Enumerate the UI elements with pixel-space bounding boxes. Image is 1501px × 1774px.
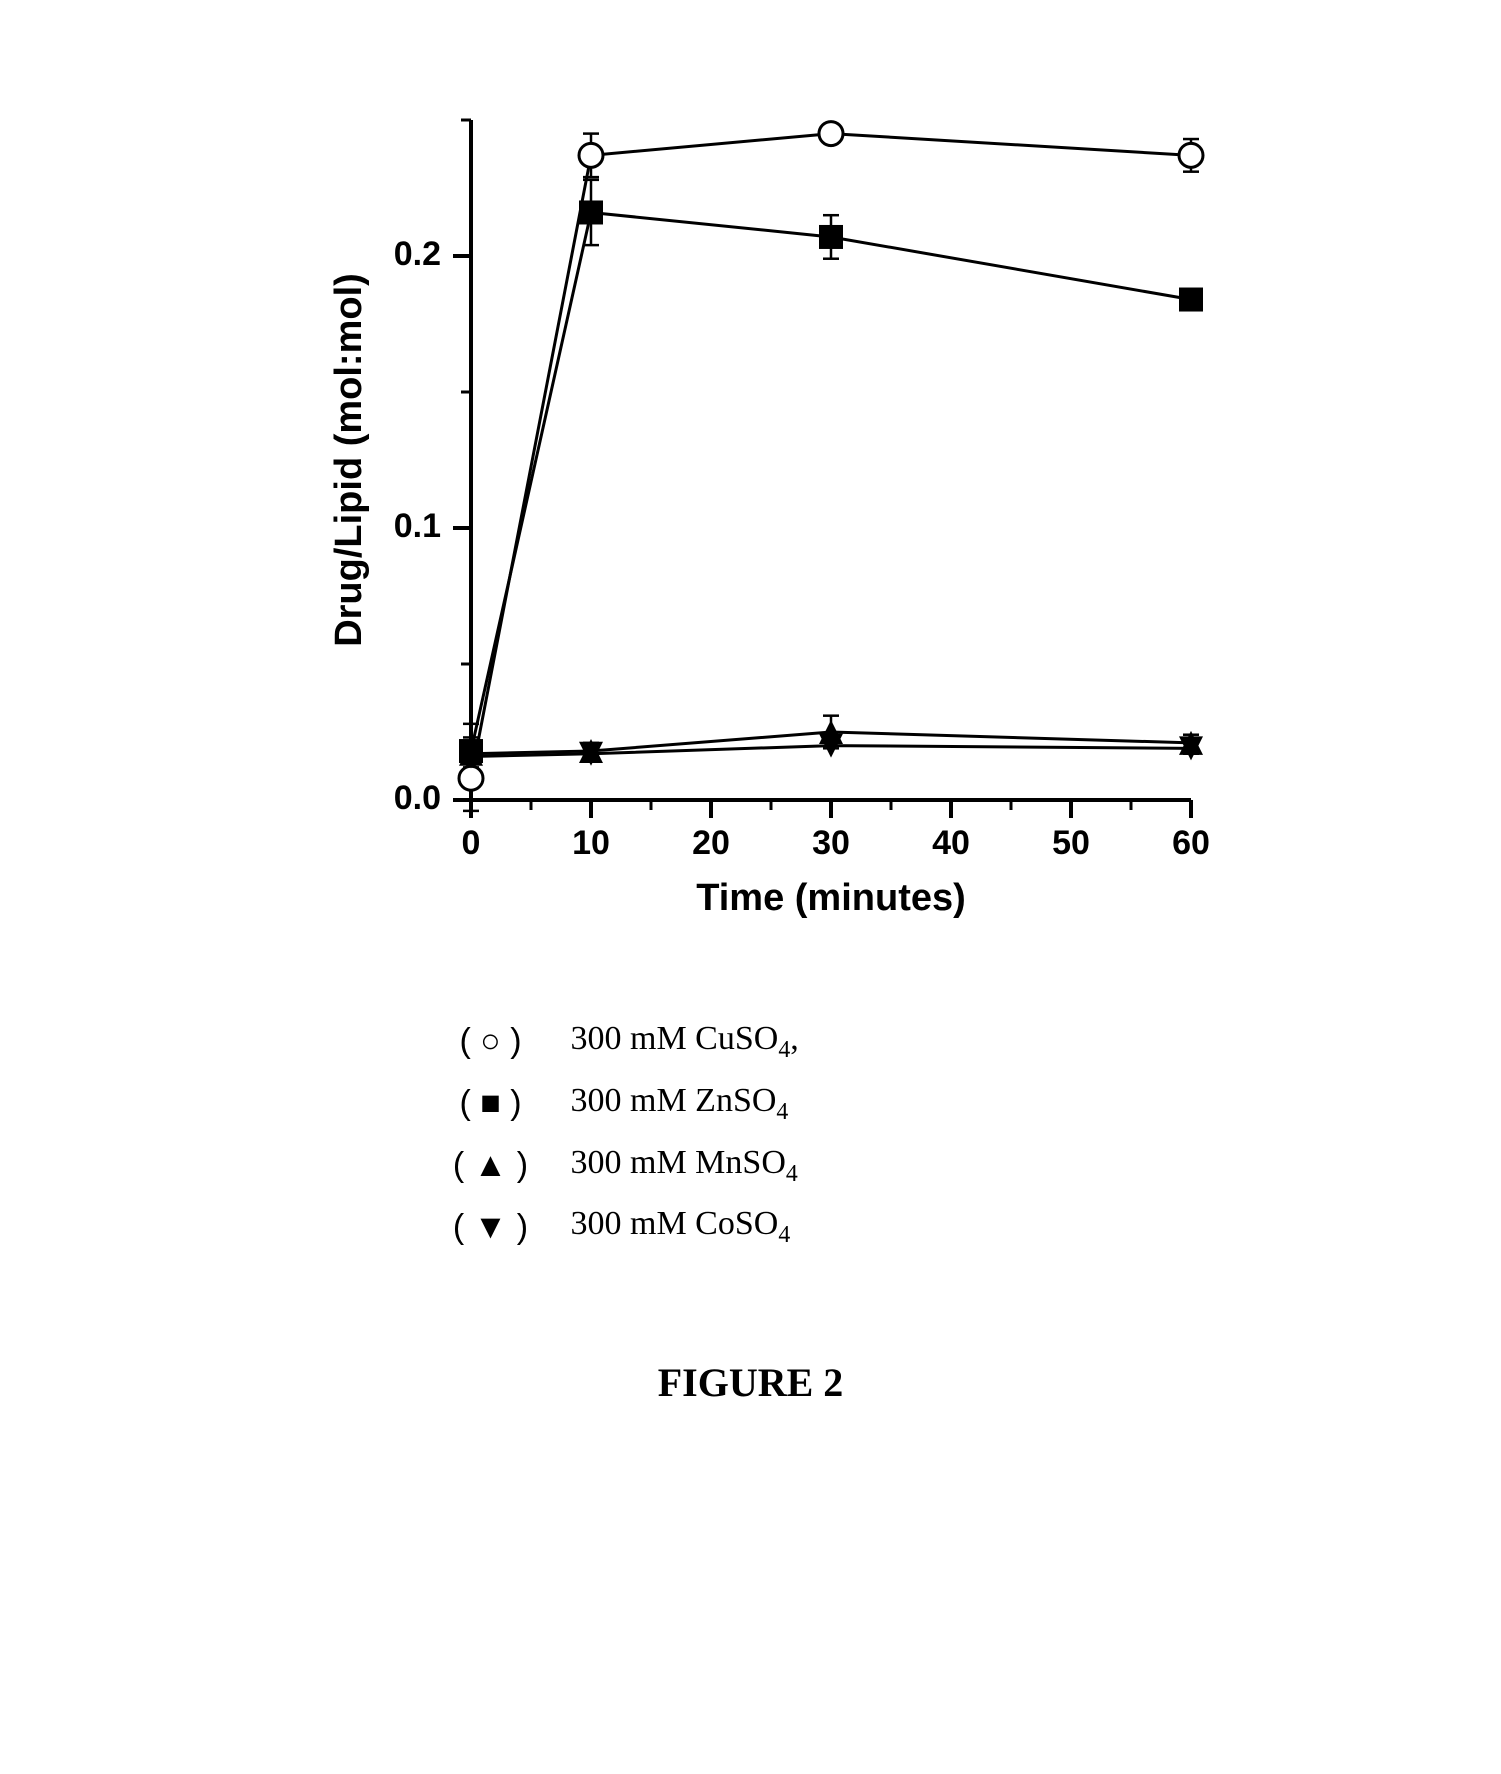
svg-text:0: 0 (461, 824, 480, 862)
figure-caption: FIGURE 2 (61, 1359, 1441, 1406)
data-marker (819, 225, 843, 249)
chart-wrap: 0 10 20 30 40 50 60 0.0 0.1 0.2 Time (minutes) Drug… (251, 60, 1251, 960)
legend-row: ( ○ ) 300 mM CuSO4, (451, 1020, 1051, 1064)
data-marker (819, 122, 843, 146)
legend-row: ( ▲ ) 300 mM MnSO4 (451, 1144, 1051, 1188)
figure-container: 0 10 20 30 40 50 60 0.0 0.1 0.2 Time (minutes) Drug… (61, 60, 1441, 1406)
svg-text:0.2: 0.2 (393, 235, 440, 273)
legend: ( ○ ) 300 mM CuSO4, ( ■ ) 300 mM ZnSO4 ( ▲ )… (451, 1020, 1051, 1249)
legend-symbol: ( ○ ) (451, 1022, 531, 1061)
svg-text:50: 50 (1052, 824, 1090, 862)
legend-row: ( ▼ ) 300 mM CoSO4 (451, 1205, 1051, 1249)
chart-svg: 0 10 20 30 40 50 60 0.0 0.1 0.2 Time (minutes) Drug… (251, 60, 1251, 960)
svg-text:Drug/Lipid (mol:mol): Drug/Lipid (mol:mol) (328, 273, 370, 647)
svg-text:60: 60 (1172, 824, 1210, 862)
data-marker (579, 143, 603, 167)
legend-label: 300 mM MnSO4 (571, 1144, 798, 1188)
svg-text:30: 30 (812, 824, 850, 862)
legend-symbol: ( ▲ ) (451, 1146, 531, 1185)
legend-label: 300 mM CuSO4, (571, 1020, 799, 1064)
svg-text:Time (minutes): Time (minutes) (696, 877, 966, 919)
data-marker (1179, 143, 1203, 167)
legend-symbol: ( ■ ) (451, 1084, 531, 1123)
svg-text:0.0: 0.0 (393, 779, 440, 817)
data-marker (459, 766, 483, 790)
data-marker (579, 200, 603, 224)
svg-text:20: 20 (692, 824, 730, 862)
svg-text:0.1: 0.1 (393, 507, 440, 545)
svg-text:40: 40 (932, 824, 970, 862)
legend-label: 300 mM ZnSO4 (571, 1082, 789, 1126)
legend-label: 300 mM CoSO4 (571, 1205, 791, 1249)
legend-row: ( ■ ) 300 mM ZnSO4 (451, 1082, 1051, 1126)
legend-symbol: ( ▼ ) (451, 1208, 531, 1247)
data-marker (1179, 288, 1203, 312)
svg-text:10: 10 (572, 824, 610, 862)
